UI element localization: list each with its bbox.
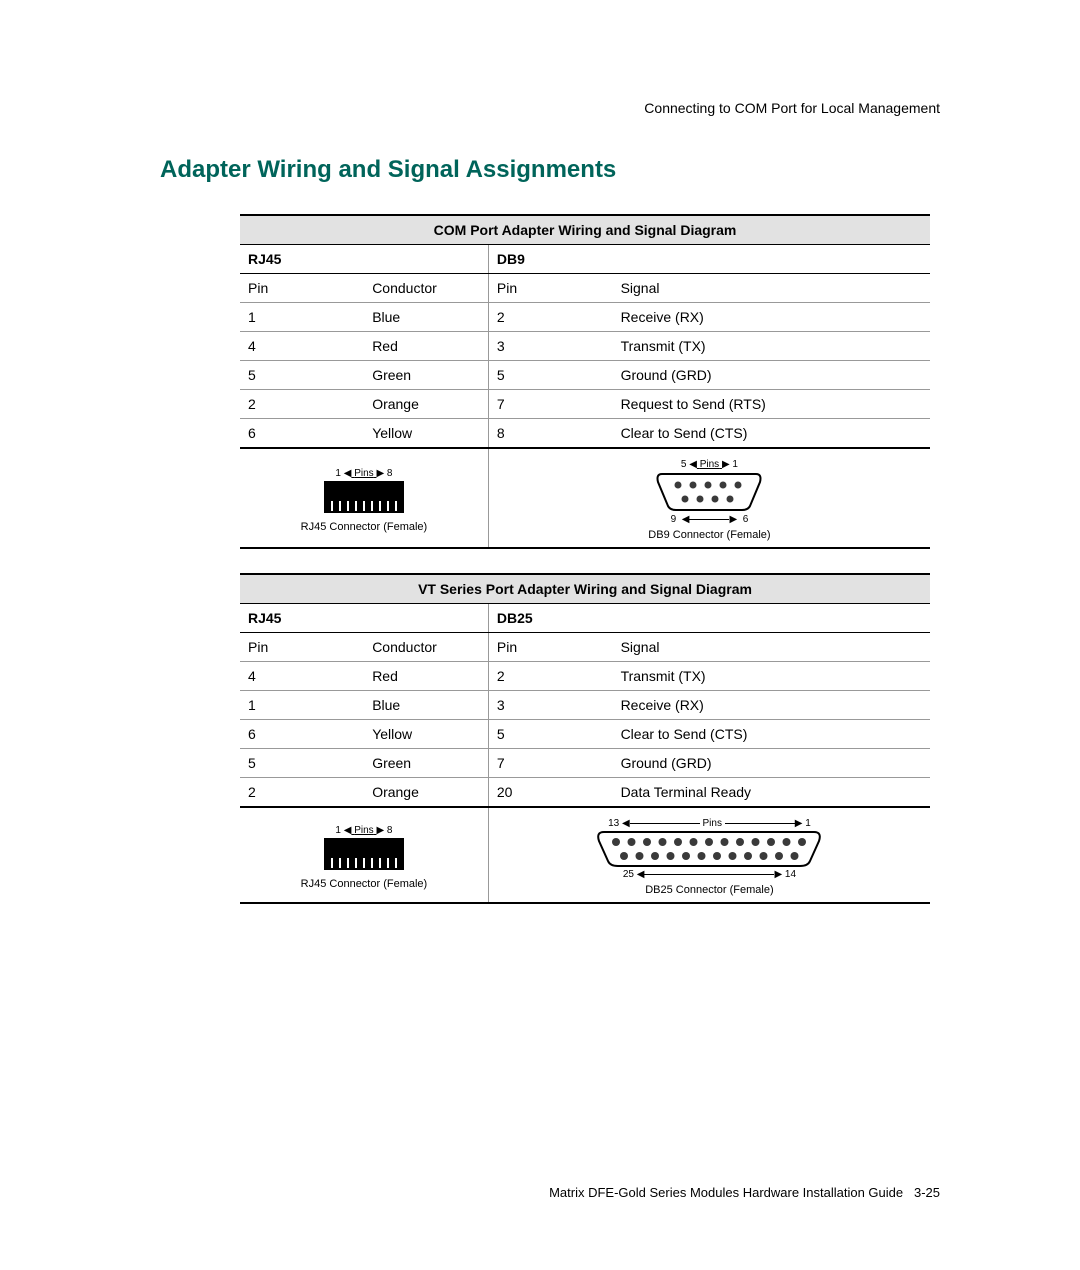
section-title: Adapter Wiring and Signal Assignments	[160, 156, 940, 184]
cell: Ground (GRD)	[613, 749, 930, 778]
cell: Data Terminal Ready	[613, 778, 930, 808]
pin-num: 1	[335, 468, 341, 479]
cell: 8	[488, 419, 612, 449]
connector-caption: RJ45 Connector (Female)	[244, 878, 484, 890]
pins-label: Pins	[702, 818, 721, 829]
pin-num: 8	[387, 825, 393, 836]
pin-num: 13	[608, 818, 619, 829]
table-header: Pin	[240, 633, 364, 662]
cell: Ground (GRD)	[613, 361, 930, 390]
cell: Receive (RX)	[613, 691, 930, 720]
pin-num: 1	[335, 825, 341, 836]
page-footer: Matrix DFE-Gold Series Modules Hardware …	[549, 1185, 940, 1200]
pin-num: 1	[732, 459, 738, 470]
cell: 5	[240, 749, 364, 778]
pin-num: 8	[387, 468, 393, 479]
cell: Green	[364, 749, 488, 778]
cell: 4	[240, 662, 364, 691]
cell: Red	[364, 662, 488, 691]
com-port-table: COM Port Adapter Wiring and Signal Diagr…	[240, 214, 930, 549]
cell: 7	[488, 390, 612, 419]
connector-caption: DB25 Connector (Female)	[493, 884, 926, 896]
table1-right-group: DB9	[488, 245, 930, 274]
pin-num: 1	[805, 818, 811, 829]
cell: Yellow	[364, 419, 488, 449]
rj45-diagram-cell: 1 ◀ Pins ▶ 8 RJ45 Connector (Female)	[240, 807, 488, 903]
table-header: Pin	[240, 274, 364, 303]
cell: 5	[240, 361, 364, 390]
cell: 6	[240, 720, 364, 749]
cell: Red	[364, 332, 488, 361]
table2-title: VT Series Port Adapter Wiring and Signal…	[240, 574, 930, 604]
table2-right-group: DB25	[488, 604, 930, 633]
cell: 4	[240, 332, 364, 361]
cell: Transmit (TX)	[613, 662, 930, 691]
table-header: Signal	[613, 633, 930, 662]
table-header: Conductor	[364, 633, 488, 662]
cell: 6	[240, 419, 364, 449]
cell: 2	[240, 778, 364, 808]
rj45-connector-icon	[314, 836, 414, 874]
cell: Orange	[364, 390, 488, 419]
table-header: Signal	[613, 274, 930, 303]
cell: Clear to Send (CTS)	[613, 720, 930, 749]
pins-label: Pins	[700, 459, 719, 470]
db25-connector-icon	[594, 829, 824, 869]
cell: 2	[488, 662, 612, 691]
db9-connector-icon	[654, 470, 764, 514]
rj45-connector-icon	[314, 479, 414, 517]
cell: Request to Send (RTS)	[613, 390, 930, 419]
cell: 3	[488, 691, 612, 720]
table-header: Pin	[488, 274, 612, 303]
footer-page: 3-25	[914, 1185, 940, 1200]
pin-num: 14	[785, 869, 796, 880]
pins-label: Pins	[354, 468, 373, 479]
cell: 5	[488, 361, 612, 390]
pin-num: 25	[623, 869, 634, 880]
cell: Blue	[364, 303, 488, 332]
db9-diagram-cell: 5 ◀ Pins ▶ 1 9 ◀▶ 6 DB9 Connector	[488, 448, 930, 548]
table1-title: COM Port Adapter Wiring and Signal Diagr…	[240, 215, 930, 245]
pin-num: 9	[671, 514, 677, 525]
cell: Orange	[364, 778, 488, 808]
connector-caption: DB9 Connector (Female)	[493, 529, 926, 541]
db25-diagram-cell: 13 ◀ Pins ▶ 1 25 ◀▶ 14 DB25 Connector (F…	[488, 807, 930, 903]
pin-num: 5	[681, 459, 687, 470]
rj45-diagram-cell: 1 ◀ Pins ▶ 8 RJ45 Connector (Female)	[240, 448, 488, 548]
footer-text: Matrix DFE-Gold Series Modules Hardware …	[549, 1185, 903, 1200]
cell: Green	[364, 361, 488, 390]
cell: Transmit (TX)	[613, 332, 930, 361]
cell: Clear to Send (CTS)	[613, 419, 930, 449]
cell: 2	[488, 303, 612, 332]
cell: 2	[240, 390, 364, 419]
pins-label: Pins	[354, 825, 373, 836]
cell: 7	[488, 749, 612, 778]
table2-left-group: RJ45	[240, 604, 488, 633]
cell: 3	[488, 332, 612, 361]
table1-left-group: RJ45	[240, 245, 488, 274]
cell: Receive (RX)	[613, 303, 930, 332]
vt-series-table: VT Series Port Adapter Wiring and Signal…	[240, 573, 930, 904]
cell: Yellow	[364, 720, 488, 749]
cell: 1	[240, 691, 364, 720]
table-header: Pin	[488, 633, 612, 662]
cell: 5	[488, 720, 612, 749]
cell: 1	[240, 303, 364, 332]
table-header: Conductor	[364, 274, 488, 303]
connector-caption: RJ45 Connector (Female)	[244, 521, 484, 533]
pin-num: 6	[743, 514, 749, 525]
running-head: Connecting to COM Port for Local Managem…	[160, 100, 940, 116]
cell: Blue	[364, 691, 488, 720]
cell: 20	[488, 778, 612, 808]
